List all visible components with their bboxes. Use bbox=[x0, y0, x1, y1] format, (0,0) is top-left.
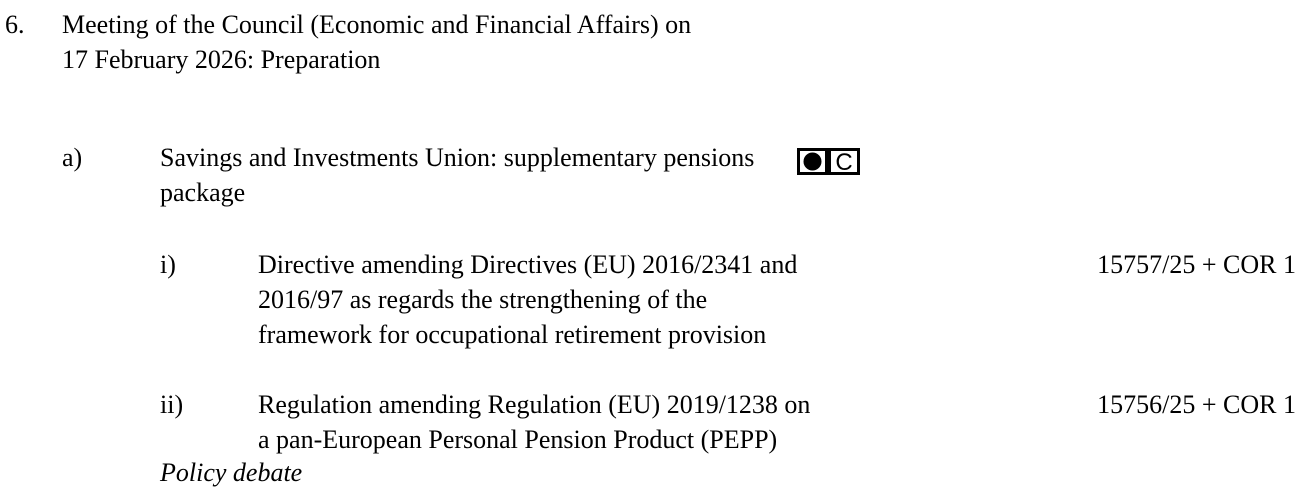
part-text: framework for occupational retirement pr… bbox=[258, 320, 767, 349]
subitem-title: Savings and Investments Union: supplemen… bbox=[160, 143, 755, 172]
icon-circle bbox=[803, 152, 822, 171]
part-label: ii) bbox=[160, 390, 184, 419]
part-label: i) bbox=[160, 250, 176, 279]
part-text: Regulation amending Regulation (EU) 2019… bbox=[258, 390, 811, 419]
marker-letter: C bbox=[835, 149, 852, 176]
part-reference: 15757/25 + COR 1 bbox=[1097, 250, 1296, 279]
item-title: Meeting of the Council (Economic and Fin… bbox=[62, 10, 692, 39]
icon-box bbox=[797, 148, 828, 175]
part-text: Directive amending Directives (EU) 2016/… bbox=[258, 250, 798, 279]
subitem-title: package bbox=[160, 178, 246, 207]
status-icons: C bbox=[797, 148, 860, 176]
part-text: a pan-European Personal Pension Product … bbox=[258, 425, 778, 454]
part-reference: 15756/25 + COR 1 bbox=[1097, 390, 1296, 419]
item-number: 6. bbox=[5, 10, 25, 39]
item-title: 17 February 2026: Preparation bbox=[62, 45, 381, 74]
part-text: 2016/97 as regards the strengthening of … bbox=[258, 285, 708, 314]
note: Policy debate bbox=[160, 458, 303, 487]
icon-box bbox=[828, 148, 860, 175]
subitem-label: a) bbox=[62, 143, 83, 172]
